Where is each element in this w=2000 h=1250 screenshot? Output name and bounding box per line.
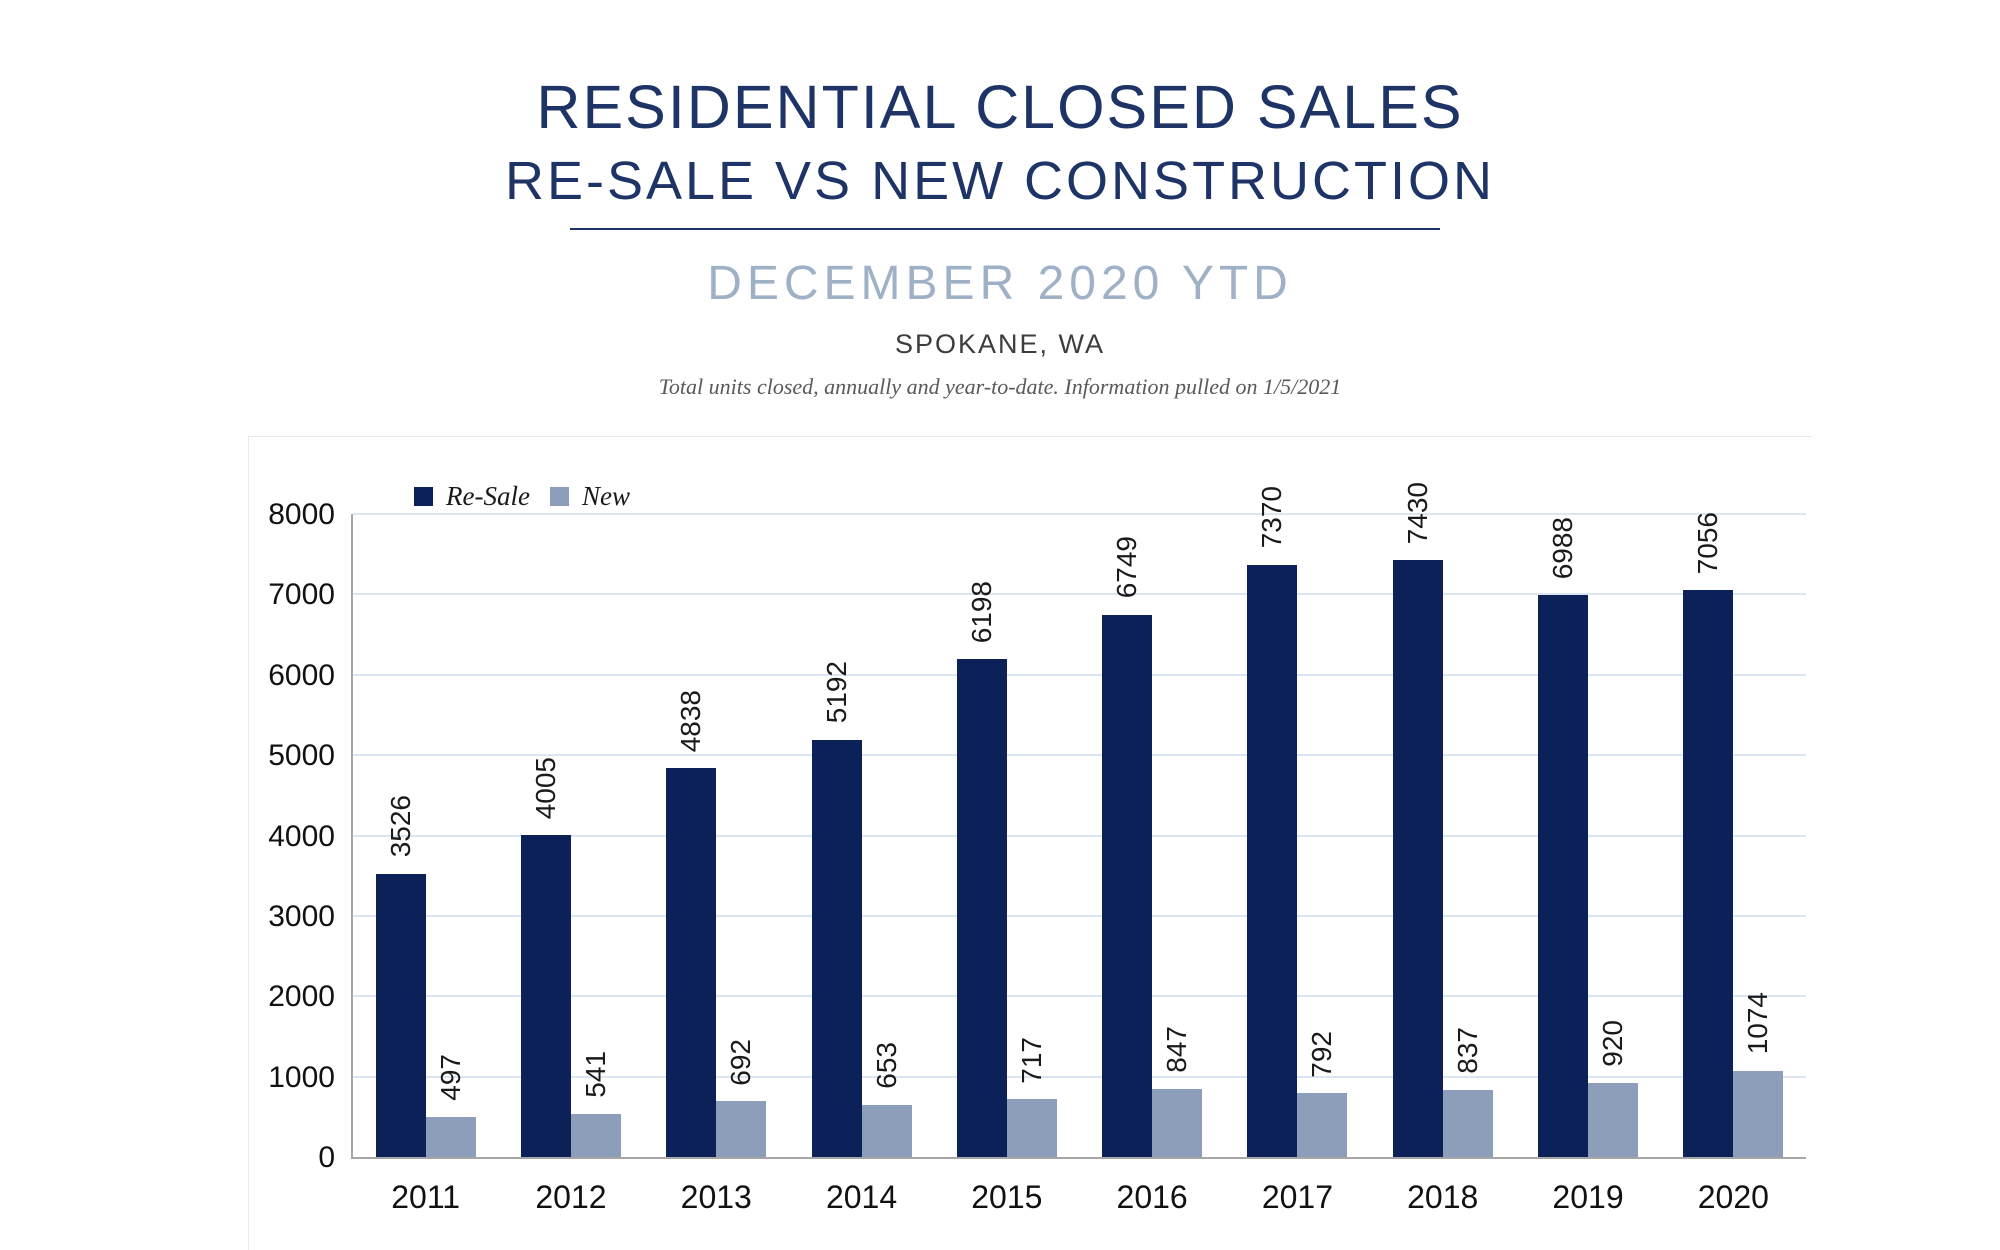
report-header: RESIDENTIAL CLOSED SALES RE-SALE VS NEW … xyxy=(0,0,2000,400)
bar-group-2015: 6198 717 2015 xyxy=(934,514,1079,1215)
new-value-label-2019: 920 xyxy=(1597,1020,1629,1068)
resale-bar-2013: 4838 xyxy=(666,690,717,1157)
resale-value-label-2016: 6749 xyxy=(1111,536,1143,599)
y-axis-tick-4000: 4000 xyxy=(268,819,335,853)
legend-item-new: New xyxy=(549,481,630,512)
y-axis-tick-5000: 5000 xyxy=(268,739,335,773)
new-bar-2016: 847 xyxy=(1152,1026,1203,1157)
gridline-1000 xyxy=(353,1075,1806,1078)
resale-value-label-2015: 6198 xyxy=(965,580,997,643)
new-bar-2011: 497 xyxy=(425,1054,476,1157)
gridline-8000 xyxy=(353,513,1806,515)
new-bar-2014: 653 xyxy=(861,1042,912,1157)
new-bar-2015: 717 xyxy=(1006,1037,1057,1157)
resale-bar-2016: 6749 xyxy=(1102,536,1153,1157)
x-axis-label-2017: 2017 xyxy=(1261,1179,1334,1215)
new-value-label-2017: 792 xyxy=(1306,1030,1338,1078)
gridline-7000 xyxy=(353,593,1806,596)
resale-value-label-2014: 5192 xyxy=(820,661,852,724)
new-bar-2019: 920 xyxy=(1588,1020,1639,1157)
resale-bar-2011: 3526 xyxy=(375,795,426,1157)
bar-group-2020: 7056 1074 2020 xyxy=(1661,512,1806,1215)
resale-value-label-2012: 4005 xyxy=(529,756,561,820)
new-value-label-2016: 847 xyxy=(1161,1026,1193,1073)
new-value-label-2013: 692 xyxy=(725,1038,757,1086)
gridline-3000 xyxy=(353,914,1806,917)
new-value-label-2020: 1074 xyxy=(1742,992,1774,1055)
new-value-label-2014: 653 xyxy=(870,1041,902,1089)
chart-legend: Re-Sale New xyxy=(414,481,630,512)
resale-bar-2019: 6988 xyxy=(1538,517,1589,1157)
new-value-label-2011: 497 xyxy=(434,1054,466,1102)
plot-area: 3526 497 2011 4005 541 2012 4838 692 2013 5192 653… xyxy=(268,482,1806,1215)
y-axis-tick-0: 0 xyxy=(318,1141,335,1174)
bar-group-2014: 5192 653 2014 xyxy=(789,514,934,1215)
title-divider-line xyxy=(570,228,1440,230)
x-axis-label-2011: 2011 xyxy=(391,1179,461,1215)
x-axis-label-2015: 2015 xyxy=(971,1179,1043,1215)
new-value-label-2018: 837 xyxy=(1451,1027,1483,1074)
new-bar-2020: 1074 xyxy=(1733,992,1784,1157)
resale-bar-2020: 7056 xyxy=(1683,512,1734,1157)
new-bar-2017: 792 xyxy=(1297,1031,1348,1157)
resale-value-label-2013: 4838 xyxy=(675,689,707,753)
resale-bar-2014: 5192 xyxy=(811,661,862,1157)
y-axis-tick-2000: 2000 xyxy=(268,980,335,1014)
resale-value-label-2019: 6988 xyxy=(1547,517,1579,580)
x-axis-label-2020: 2020 xyxy=(1697,1179,1769,1215)
y-axis-tick-1000: 1000 xyxy=(268,1060,335,1094)
resale-legend-swatch xyxy=(414,487,433,506)
bars-row: 3526 497 2011 4005 541 2012 4838 692 2013 5192 653… xyxy=(353,482,1806,1215)
bar-group-2012: 4005 541 2012 xyxy=(498,514,643,1215)
resale-value-label-2018: 7430 xyxy=(1401,481,1433,544)
resale-value-label-2011: 3526 xyxy=(384,795,416,858)
y-axis-tick-3000: 3000 xyxy=(268,899,335,933)
new-bar-2018: 837 xyxy=(1442,1027,1493,1157)
page-subtitle: RE-SALE VS NEW CONSTRUCTION xyxy=(504,151,1496,211)
x-axis-label-2016: 2016 xyxy=(1116,1179,1188,1215)
new-bar-2013: 692 xyxy=(716,1039,767,1157)
y-axis-tick-8000: 8000 xyxy=(268,498,335,531)
x-axis-label-2013: 2013 xyxy=(680,1179,752,1215)
bar-chart: Re-Sale New 3526 497 2011 4005 541 2012 4838 69… xyxy=(248,436,1812,1250)
bar-group-2018: 7430 837 2018 xyxy=(1370,482,1515,1215)
new-legend-label: New xyxy=(581,481,630,511)
y-axis-tick-6000: 6000 xyxy=(268,658,335,692)
new-legend-swatch xyxy=(549,487,569,506)
gridline-5000 xyxy=(353,754,1806,757)
resale-value-label-2017: 7370 xyxy=(1256,486,1288,549)
period-label: DECEMBER 2020 YTD xyxy=(707,257,1293,310)
bar-group-2011: 3526 497 2011 xyxy=(353,514,498,1215)
location-label: SPOKANE, WA xyxy=(894,329,1106,359)
bar-group-2016: 6749 847 2016 xyxy=(1079,514,1224,1215)
resale-bar-2012: 4005 xyxy=(520,757,571,1157)
new-bar-2012: 541 xyxy=(570,1051,621,1157)
x-axis-label-2018: 2018 xyxy=(1407,1179,1479,1215)
gridline-2000 xyxy=(353,995,1806,998)
resale-legend-label: Re-Sale xyxy=(446,481,530,511)
resale-bar-2017: 7370 xyxy=(1247,486,1298,1157)
new-value-label-2015: 717 xyxy=(1015,1036,1047,1084)
bar-group-2013: 4838 692 2013 xyxy=(644,514,789,1215)
x-axis-label-2012: 2012 xyxy=(535,1179,607,1215)
bar-group-2017: 7370 792 2017 xyxy=(1225,486,1370,1215)
new-value-label-2012: 541 xyxy=(579,1050,611,1098)
y-axis-tick-7000: 7000 xyxy=(268,578,335,612)
gridline-4000 xyxy=(353,834,1806,837)
x-axis-label-2019: 2019 xyxy=(1552,1179,1624,1215)
bar-group-2019: 6988 920 2019 xyxy=(1515,514,1660,1215)
resale-bar-2018: 7430 xyxy=(1392,482,1443,1157)
page-title: RESIDENTIAL CLOSED SALES xyxy=(536,73,1464,141)
gridline-6000 xyxy=(353,673,1806,676)
resale-bar-2015: 6198 xyxy=(956,581,1007,1157)
x-axis-label-2014: 2014 xyxy=(825,1179,898,1215)
source-footnote: Total units closed, annually and year-to… xyxy=(658,374,1342,399)
legend-item-resale: Re-Sale xyxy=(414,481,530,512)
resale-value-label-2020: 7056 xyxy=(1692,511,1724,574)
